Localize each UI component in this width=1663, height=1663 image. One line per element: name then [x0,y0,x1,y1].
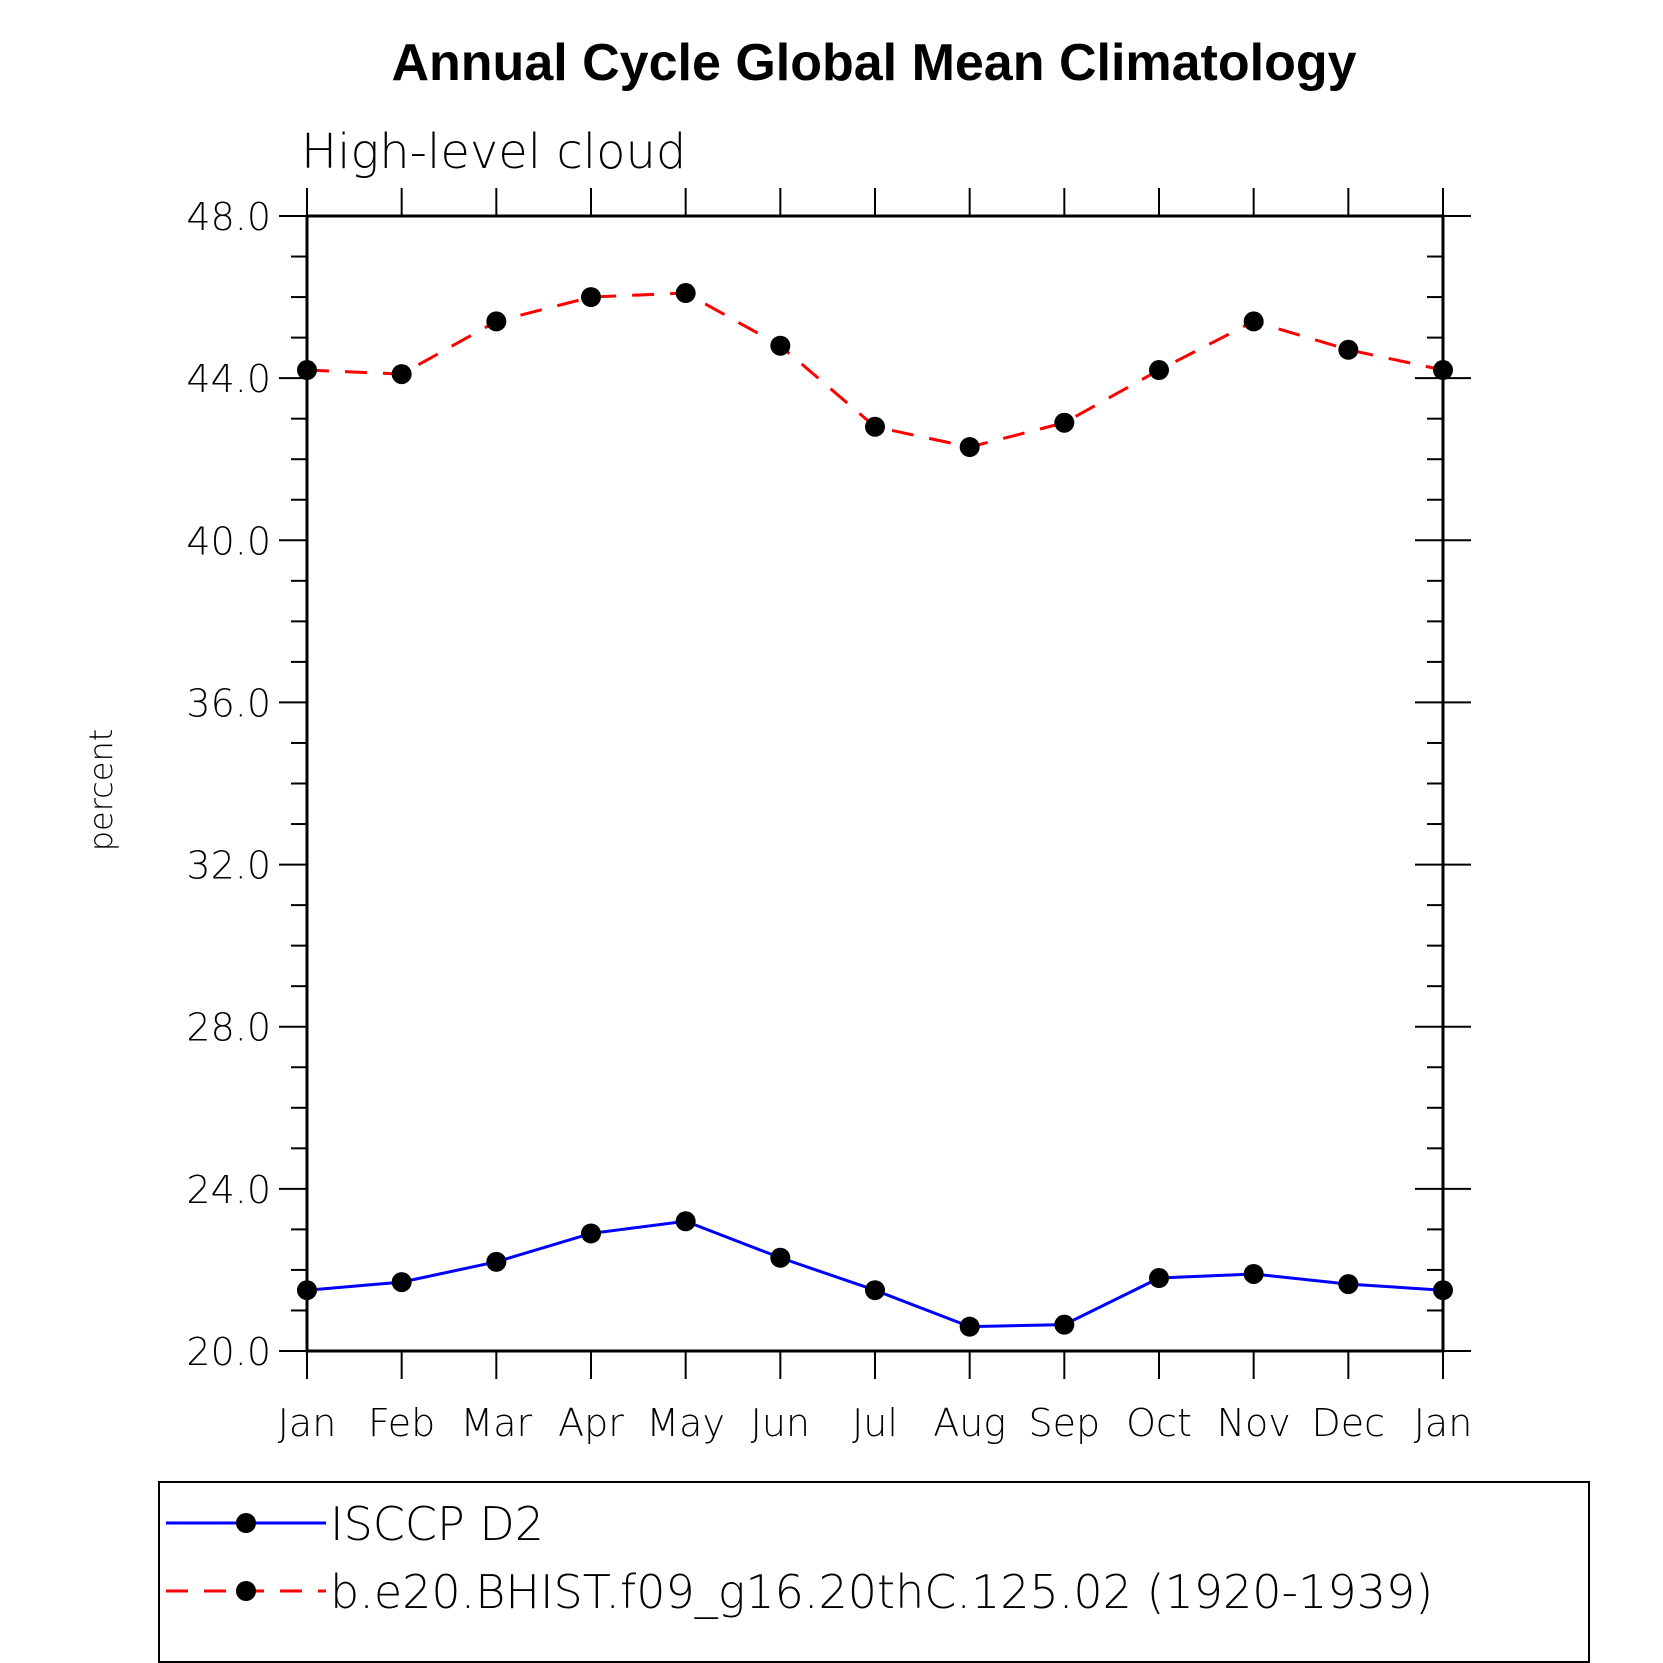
x-tick-label: Jan [1414,1401,1473,1445]
data-point [1054,412,1075,433]
plot-frame [305,214,1445,1353]
y-tick-label: 20.0 [186,1330,271,1374]
x-tick-label: Jan [278,1401,337,1445]
legend-label-model: b.e20.BHIST.f09_g16.20thC.125.02 (1920-1… [330,1565,1433,1619]
x-tick-label: Jun [751,1401,810,1445]
data-point [959,1316,980,1337]
data-point [1338,339,1359,360]
data-point [391,364,412,385]
data-point [1149,1268,1169,1289]
y-axis-label: percent [82,729,120,852]
data-point [1054,1314,1075,1335]
legend-marker-model [236,1581,256,1601]
legend-box [158,1481,1590,1663]
data-point [865,1280,885,1301]
x-tick-label: Aug [933,1401,1006,1445]
data-point [1338,1274,1359,1295]
data-point [486,1251,507,1272]
y-tick-label: 44.0 [186,357,271,401]
x-tick-label: May [646,1401,725,1445]
data-point [770,335,791,356]
chart-subtitle: High-level cloud [301,124,686,180]
data-point [675,283,696,304]
y-tick-label: 48.0 [186,195,271,239]
series-layer [297,283,1453,1337]
data-point [1433,360,1453,381]
x-tick-label: Nov [1217,1401,1291,1445]
x-tick-labels: Jan Feb Mar Apr May Jun Jul Aug Sep Oct Nov Dec Jan [278,1401,1473,1445]
y-tick-label: 28.0 [186,1006,271,1050]
axis-ticks [279,188,1471,1379]
x-tick-label: Apr [558,1401,624,1445]
data-point [297,360,317,381]
y-tick-label: 24.0 [186,1168,271,1212]
data-point [770,1247,791,1268]
data-point [391,1272,412,1293]
legend-label-isccp: ISCCP D2 [330,1497,544,1551]
data-point [1243,311,1264,332]
y-tick-label: 36.0 [186,681,271,725]
x-tick-label: Dec [1312,1401,1386,1445]
chart-title: Annual Cycle Global Mean Climatology [391,34,1356,92]
data-point [865,416,885,437]
data-point [581,1223,601,1244]
legend-marker-isccp [236,1513,256,1533]
data-point [1149,360,1169,381]
data-point [581,287,601,308]
x-tick-label: Jul [852,1401,898,1445]
y-tick-label: 32.0 [186,844,271,888]
x-tick-label: Feb [368,1401,435,1445]
x-tick-label: Sep [1029,1401,1101,1445]
x-tick-label: Mar [460,1401,532,1445]
data-point [959,437,980,458]
data-point [486,311,507,332]
data-point [1243,1263,1264,1284]
data-point [1433,1280,1453,1301]
y-tick-labels: 20.0 24.0 28.0 32.0 36.0 40.0 44.0 48.0 [186,195,271,1374]
x-tick-label: Oct [1126,1401,1192,1445]
data-point [675,1211,696,1232]
data-point [297,1280,317,1301]
legend: ISCCP D2 b.e20.BHIST.f09_g16.20thC.125.0… [158,1481,1590,1663]
series-line-0 [306,1219,1444,1329]
y-tick-label: 40.0 [186,519,271,563]
